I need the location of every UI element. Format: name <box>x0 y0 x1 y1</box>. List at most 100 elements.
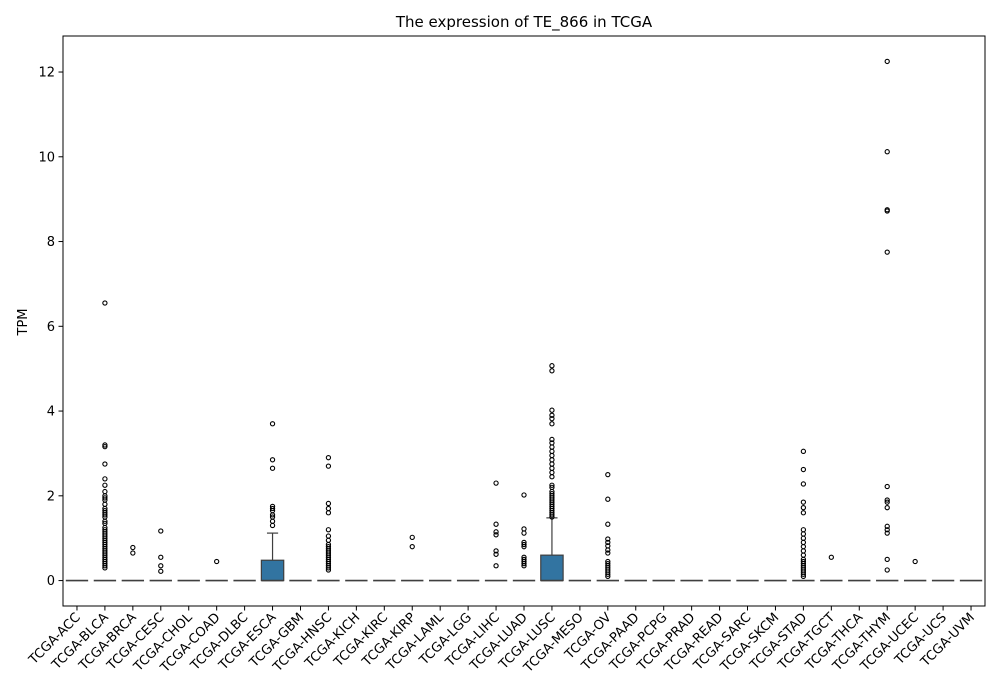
outlier-point <box>325 565 332 571</box>
box-group <box>484 480 508 582</box>
outlier-point <box>884 58 890 65</box>
box-body <box>260 559 285 582</box>
outlier-point <box>325 527 332 533</box>
outlier-point <box>325 455 332 461</box>
outlier-point <box>605 471 611 478</box>
outlier-point <box>102 565 108 571</box>
outlier-point <box>884 497 890 503</box>
box-group <box>876 58 899 582</box>
outlier-point <box>214 558 220 565</box>
outlier-point <box>605 550 611 556</box>
outlier-point <box>549 514 555 520</box>
outlier-point <box>521 492 527 498</box>
outlier-point <box>800 499 807 505</box>
outlier-point <box>884 505 890 511</box>
outlier-point <box>493 480 499 486</box>
y-tick-label: 6 <box>47 320 55 335</box>
outlier-point <box>800 466 807 473</box>
outlier-point <box>269 457 276 463</box>
outlier-point <box>493 529 499 535</box>
outlier-point <box>493 563 499 569</box>
outlier-point <box>549 512 555 518</box>
outlier-point <box>521 560 527 567</box>
outlier-point <box>102 461 108 467</box>
y-tick-label: 8 <box>47 235 55 250</box>
outlier-point <box>605 496 611 502</box>
outlier-point <box>549 412 555 418</box>
outlier-point <box>158 563 164 569</box>
outlier-point <box>158 568 164 574</box>
y-tick-label: 10 <box>38 150 55 165</box>
outlier-point <box>884 499 890 505</box>
outlier-point <box>102 482 108 488</box>
outlier-point <box>549 363 555 369</box>
axes-frame <box>62 35 986 607</box>
outlier-point <box>409 544 415 550</box>
outlier-point <box>325 567 332 573</box>
outlier-point <box>800 448 807 454</box>
outlier-point <box>158 554 164 560</box>
outlier-point <box>102 476 108 482</box>
outlier-point <box>521 544 527 550</box>
outlier-point <box>800 571 807 577</box>
outlier-point <box>325 500 332 507</box>
outlier-point <box>521 530 527 536</box>
outlier-point <box>549 416 555 422</box>
outlier-point <box>130 544 136 551</box>
outlier-point <box>884 556 890 563</box>
outlier-point <box>912 558 918 565</box>
outlier-point <box>269 512 276 518</box>
outlier-point <box>102 563 108 569</box>
outlier-point <box>521 563 527 569</box>
outlier-point <box>800 505 807 511</box>
outlier-point <box>493 548 499 554</box>
outlier-point <box>605 571 611 577</box>
y-tick-label: 12 <box>38 66 55 81</box>
outlier-point <box>884 483 890 490</box>
outlier-point <box>493 532 499 538</box>
outlier-point <box>269 465 276 471</box>
outlier-point <box>102 300 108 306</box>
box-group <box>512 492 536 582</box>
outlier-point <box>800 481 807 487</box>
outlier-point <box>269 522 276 529</box>
outlier-point <box>130 550 136 556</box>
box-group <box>540 363 564 582</box>
outlier-point <box>549 436 555 443</box>
outlier-point <box>605 547 611 553</box>
outlier-point <box>800 573 807 579</box>
y-tick-label: 0 <box>47 574 55 589</box>
outlier-point <box>549 421 555 427</box>
outlier-point <box>521 541 527 548</box>
outlier-point <box>884 527 890 533</box>
outlier-point <box>102 495 108 501</box>
outlier-point <box>549 482 555 488</box>
outlier-point <box>800 510 807 516</box>
outlier-point <box>605 539 611 546</box>
outlier-point <box>605 536 611 542</box>
outlier-point <box>884 567 890 573</box>
outlier-point <box>549 407 555 413</box>
outlier-point <box>605 521 611 527</box>
box-group <box>596 471 619 582</box>
outlier-point <box>102 444 108 450</box>
y-axis-label: TPM <box>16 309 31 337</box>
outlier-point <box>493 521 499 527</box>
box-group <box>317 455 340 582</box>
box-group <box>205 558 228 582</box>
box-group <box>149 528 172 582</box>
outlier-point <box>884 530 890 536</box>
chart-title: The expression of TE_866 in TCGA <box>395 13 653 32</box>
outlier-point <box>605 573 611 579</box>
y-tick-label: 4 <box>47 405 55 420</box>
box-group <box>121 544 145 582</box>
outlier-point <box>325 510 332 516</box>
box-group <box>93 300 117 582</box>
outlier-point <box>269 505 276 512</box>
y-tick-label: 2 <box>47 489 55 504</box>
outlier-point <box>409 534 415 540</box>
box-body <box>540 554 564 582</box>
outlier-point <box>102 442 108 448</box>
